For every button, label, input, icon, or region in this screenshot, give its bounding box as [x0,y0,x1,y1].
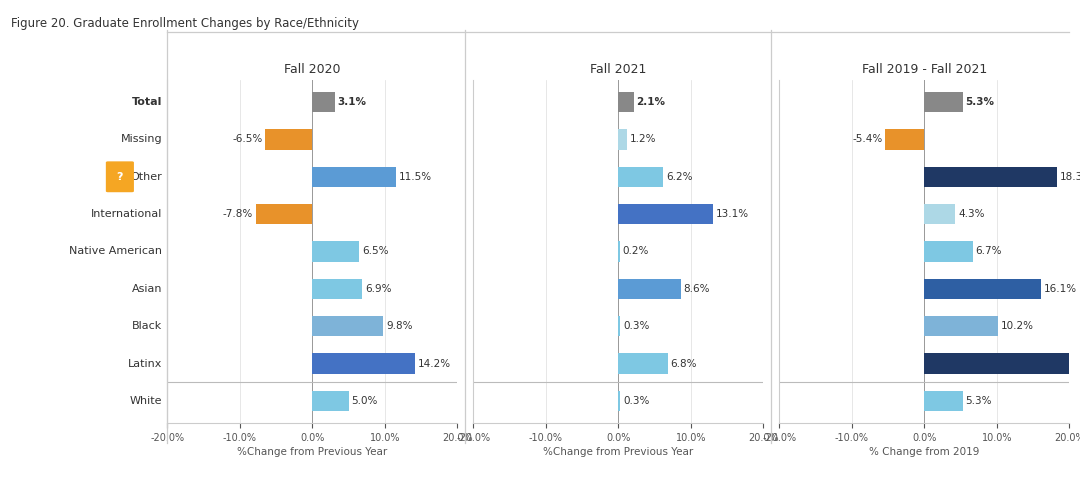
Text: 14.2%: 14.2% [418,359,451,369]
Text: 0.2%: 0.2% [623,247,649,256]
Bar [924,241,973,262]
Text: 5.0%: 5.0% [351,396,378,406]
Text: 4.3%: 4.3% [958,209,985,219]
Bar [924,390,962,411]
Text: -6.5%: -6.5% [232,134,262,144]
Text: 18.3%: 18.3% [1059,172,1080,182]
Text: Missing: Missing [120,134,162,144]
Text: International: International [91,209,162,219]
Text: Total: Total [132,97,162,107]
Text: Latinx: Latinx [127,359,162,369]
Text: 3.1%: 3.1% [338,97,366,107]
Bar [312,390,349,411]
Bar [924,204,956,225]
Text: 6.7%: 6.7% [975,247,1002,256]
Text: Figure 20. Graduate Enrollment Changes by Race/Ethnicity: Figure 20. Graduate Enrollment Changes b… [11,17,359,30]
X-axis label: % Change from 2019: % Change from 2019 [869,447,980,457]
Bar [619,316,621,337]
Text: 2.1%: 2.1% [636,97,665,107]
Text: Asian: Asian [132,284,162,294]
Bar [619,92,634,113]
Text: ?: ? [117,172,123,182]
Text: 0.3%: 0.3% [623,396,650,406]
Text: 0.3%: 0.3% [623,321,650,331]
Bar [619,204,713,225]
Bar [312,166,395,187]
Text: 9.8%: 9.8% [387,321,413,331]
Bar [312,278,362,299]
X-axis label: %Change from Previous Year: %Change from Previous Year [238,447,388,457]
Bar [619,166,663,187]
Bar [924,92,962,113]
Bar [256,204,312,225]
Bar [619,129,627,150]
Bar [312,241,360,262]
Text: 8.6%: 8.6% [684,284,710,294]
Text: Other: Other [131,172,162,182]
Text: Native American: Native American [69,247,162,256]
Text: 10.2%: 10.2% [1001,321,1034,331]
Text: 13.1%: 13.1% [716,209,750,219]
Text: -7.8%: -7.8% [222,209,253,219]
Text: 6.9%: 6.9% [365,284,392,294]
Title: Fall 2020: Fall 2020 [284,63,340,76]
Bar [312,353,415,374]
Text: 5.3%: 5.3% [966,97,995,107]
Text: 11.5%: 11.5% [399,172,432,182]
Text: 16.1%: 16.1% [1044,284,1077,294]
Bar [312,316,383,337]
Text: 6.5%: 6.5% [362,247,389,256]
X-axis label: %Change from Previous Year: %Change from Previous Year [543,447,693,457]
Title: Fall 2019 - Fall 2021: Fall 2019 - Fall 2021 [862,63,987,76]
Text: Black: Black [132,321,162,331]
Text: -5.4%: -5.4% [852,134,882,144]
Bar [924,316,998,337]
Bar [619,241,620,262]
Bar [619,390,621,411]
Bar [619,353,667,374]
Bar [924,166,1057,187]
Text: 6.2%: 6.2% [666,172,692,182]
Bar [619,278,680,299]
Bar [924,278,1041,299]
Text: 5.3%: 5.3% [966,396,993,406]
Bar [924,353,1080,374]
Bar [886,129,924,150]
Bar [312,92,335,113]
Text: White: White [130,396,162,406]
Title: Fall 2021: Fall 2021 [590,63,647,76]
Text: 6.8%: 6.8% [671,359,697,369]
Text: 1.2%: 1.2% [630,134,657,144]
Bar [266,129,312,150]
